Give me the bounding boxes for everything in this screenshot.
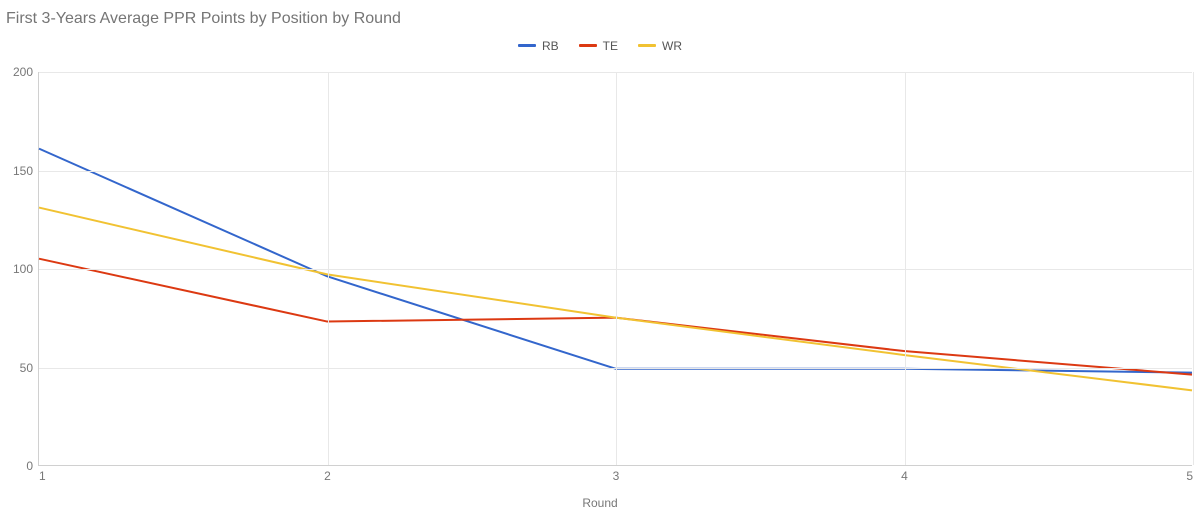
- chart-legend: RB TE WR: [0, 36, 1200, 53]
- gridline-vertical: [905, 72, 906, 465]
- y-tick-label: 150: [13, 164, 39, 178]
- legend-swatch: [579, 44, 597, 47]
- x-tick-label: 2: [324, 465, 331, 483]
- y-tick-label: 50: [20, 361, 39, 375]
- gridline-vertical: [328, 72, 329, 465]
- x-tick-label: 5: [1186, 465, 1193, 483]
- x-tick-label: 1: [39, 465, 46, 483]
- legend-label: TE: [603, 39, 618, 53]
- legend-label: RB: [542, 39, 559, 53]
- plot-area: 05010015020012345: [38, 72, 1192, 466]
- legend-item-te: TE: [579, 39, 618, 53]
- legend-label: WR: [662, 39, 682, 53]
- gridline-vertical: [616, 72, 617, 465]
- y-tick-label: 100: [13, 262, 39, 276]
- legend-swatch: [638, 44, 656, 47]
- legend-item-rb: RB: [518, 39, 559, 53]
- y-tick-label: 0: [26, 459, 39, 473]
- chart-title: First 3-Years Average PPR Points by Posi…: [6, 10, 401, 28]
- x-tick-label: 4: [901, 465, 908, 483]
- y-tick-label: 200: [13, 65, 39, 79]
- x-axis-label: Round: [0, 496, 1200, 510]
- x-tick-label: 3: [613, 465, 620, 483]
- legend-swatch: [518, 44, 536, 47]
- legend-item-wr: WR: [638, 39, 682, 53]
- gridline-vertical: [1193, 72, 1194, 465]
- ppr-line-chart: First 3-Years Average PPR Points by Posi…: [0, 0, 1200, 514]
